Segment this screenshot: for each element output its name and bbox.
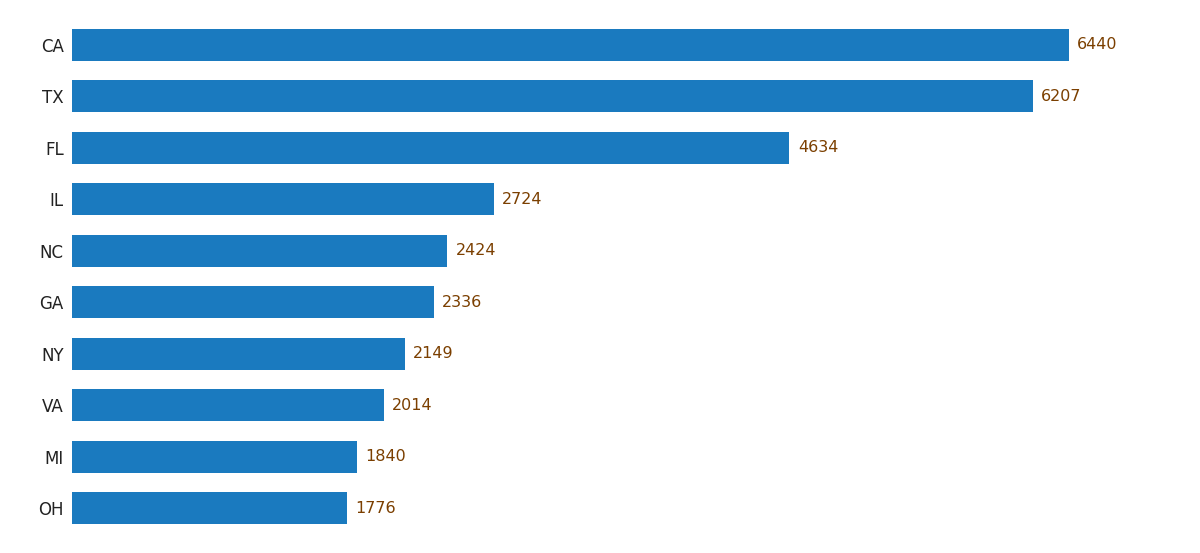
- Text: 4634: 4634: [798, 140, 838, 155]
- Text: 2424: 2424: [456, 243, 497, 258]
- Bar: [72, 492, 347, 524]
- Bar: [72, 338, 404, 369]
- Bar: [72, 389, 384, 421]
- Text: 6207: 6207: [1042, 89, 1081, 104]
- Text: 2149: 2149: [413, 346, 454, 361]
- Text: 1776: 1776: [355, 500, 396, 515]
- Bar: [72, 80, 1033, 112]
- Text: 2014: 2014: [392, 398, 433, 413]
- Bar: [72, 441, 356, 473]
- Bar: [72, 235, 448, 267]
- Text: 1840: 1840: [365, 449, 406, 464]
- Bar: [72, 286, 433, 318]
- Bar: [72, 29, 1069, 61]
- Bar: [72, 184, 493, 215]
- Text: 2336: 2336: [442, 295, 482, 310]
- Text: 6440: 6440: [1078, 38, 1118, 53]
- Bar: [72, 132, 790, 164]
- Text: 2724: 2724: [502, 192, 542, 207]
